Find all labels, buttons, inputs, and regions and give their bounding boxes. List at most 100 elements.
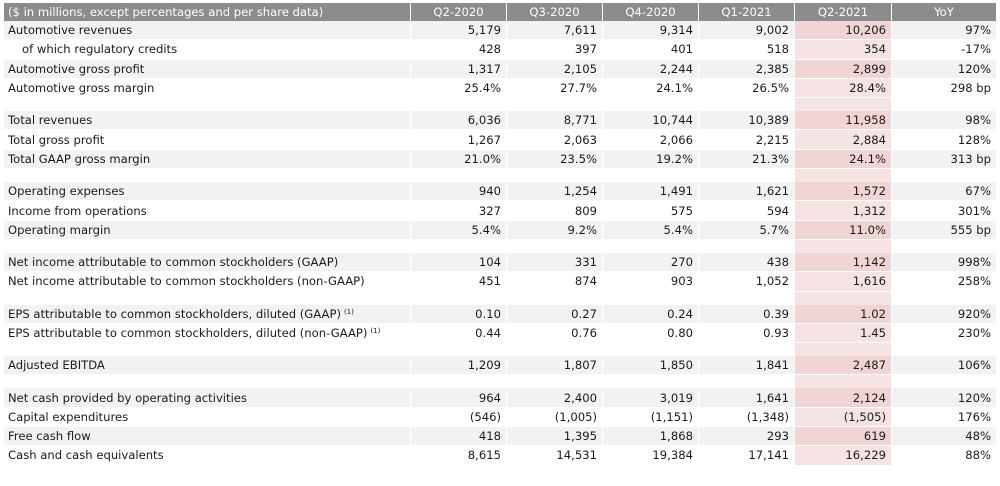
value-cell-q2-2020: 6,036 bbox=[411, 111, 507, 131]
column-header-description: ($ in millions, except percentages and p… bbox=[4, 3, 411, 21]
row-label-cell: Automotive revenues bbox=[4, 21, 411, 41]
spacer-cell bbox=[4, 98, 411, 112]
value-cell-yoy: 998% bbox=[892, 252, 996, 273]
value-cell-yoy: 176% bbox=[892, 407, 996, 428]
row-label-cell: Net income attributable to common stockh… bbox=[4, 252, 411, 273]
value-cell-q2-2020: 104 bbox=[411, 252, 507, 273]
row-label-cell: Adjusted EBITDA bbox=[4, 356, 411, 376]
value-cell-q1-2021: 26.5% bbox=[699, 78, 795, 99]
value-cell-q3-2020: 331 bbox=[507, 252, 603, 273]
column-header-yoy: YoY bbox=[892, 3, 996, 21]
row-label-cell: Free cash flow bbox=[4, 427, 411, 447]
value-cell-q3-2020: 23.5% bbox=[507, 149, 603, 170]
row-label: EPS attributable to common stockholders,… bbox=[8, 326, 368, 340]
row-label-cell: Automotive gross profit bbox=[4, 59, 411, 79]
value-cell-q2-2021: 10,206 bbox=[795, 21, 892, 41]
value-cell-q2-2021: 1,572 bbox=[795, 182, 892, 202]
value-cell-q4-2020: 5.4% bbox=[603, 220, 699, 240]
value-cell-q2-2020: 1,209 bbox=[411, 356, 507, 376]
row-label-cell: Total GAAP gross margin bbox=[4, 149, 411, 170]
value-cell-q3-2020: 1,807 bbox=[507, 356, 603, 376]
table-row: Net cash provided by operating activitie… bbox=[4, 388, 996, 408]
spacer-cell bbox=[699, 239, 795, 253]
value-cell-q2-2021: 619 bbox=[795, 427, 892, 447]
value-cell-q2-2021: 2,884 bbox=[795, 130, 892, 150]
value-cell-yoy: 106% bbox=[892, 356, 996, 376]
value-cell-q2-2020: 964 bbox=[411, 388, 507, 408]
value-cell-yoy: 258% bbox=[892, 272, 996, 292]
table-row: EPS attributable to common stockholders,… bbox=[4, 323, 996, 344]
section-spacer bbox=[4, 291, 996, 305]
value-cell-q1-2021: 594 bbox=[699, 201, 795, 221]
column-header-q1-2021: Q1-2021 bbox=[699, 3, 795, 21]
table-body: Automotive revenues 5,179 7,611 9,314 9,002 1… bbox=[4, 21, 996, 466]
value-cell-q4-2020: 401 bbox=[603, 40, 699, 60]
spacer-cell bbox=[4, 291, 411, 305]
spacer-cell bbox=[4, 375, 411, 389]
spacer-cell bbox=[892, 375, 996, 389]
value-cell-q1-2021: 1,641 bbox=[699, 388, 795, 408]
spacer-cell bbox=[411, 98, 507, 112]
value-cell-q2-2021: 1.02 bbox=[795, 304, 892, 324]
row-label: Adjusted EBITDA bbox=[8, 358, 105, 373]
value-cell-yoy: 88% bbox=[892, 446, 996, 466]
table-row: EPS attributable to common stockholders,… bbox=[4, 304, 996, 324]
value-cell-q3-2020: 809 bbox=[507, 201, 603, 221]
spacer-cell bbox=[603, 291, 699, 305]
value-cell-q3-2020: 1,254 bbox=[507, 182, 603, 202]
table-row: Adjusted EBITDA 1,209 1,807 1,850 1,841 2,487… bbox=[4, 356, 996, 376]
footnote-marker: (1) bbox=[370, 327, 381, 335]
value-cell-q2-2021: 1.45 bbox=[795, 323, 892, 344]
row-label-cell: EPS attributable to common stockholders,… bbox=[4, 304, 411, 324]
spacer-cell bbox=[892, 98, 996, 112]
spacer-cell bbox=[699, 291, 795, 305]
row-label-cell: Net income attributable to common stockh… bbox=[4, 272, 411, 292]
row-label: Operating expenses bbox=[8, 184, 125, 199]
value-cell-yoy: 313 bp bbox=[892, 149, 996, 170]
value-cell-q1-2021: 17,141 bbox=[699, 446, 795, 466]
value-cell-q4-2020: 1,491 bbox=[603, 182, 699, 202]
row-label: Income from operations bbox=[8, 203, 147, 218]
value-cell-q1-2021: 1,052 bbox=[699, 272, 795, 292]
value-cell-yoy: 48% bbox=[892, 427, 996, 447]
value-cell-yoy: 298 bp bbox=[892, 78, 996, 99]
row-label-cell: Cash and cash equivalents bbox=[4, 446, 411, 466]
value-cell-q4-2020: 1,850 bbox=[603, 356, 699, 376]
row-label: Total revenues bbox=[8, 113, 93, 128]
value-cell-yoy: 120% bbox=[892, 388, 996, 408]
section-spacer bbox=[4, 343, 996, 357]
spacer-cell bbox=[507, 343, 603, 357]
value-cell-yoy: -17% bbox=[892, 40, 996, 60]
column-header-q2-2020: Q2-2020 bbox=[411, 3, 507, 21]
value-cell-yoy: 67% bbox=[892, 182, 996, 202]
spacer-cell bbox=[4, 239, 411, 253]
value-cell-q2-2021: 2,899 bbox=[795, 59, 892, 79]
value-cell-q2-2021: (1,505) bbox=[795, 407, 892, 428]
table-row: Free cash flow 418 1,395 1,868 293 619 48% bbox=[4, 427, 996, 447]
spacer-cell bbox=[4, 343, 411, 357]
spacer-cell bbox=[699, 343, 795, 357]
spacer-cell bbox=[411, 239, 507, 253]
value-cell-q2-2020: 940 bbox=[411, 182, 507, 202]
row-label-cell: Total revenues bbox=[4, 111, 411, 131]
value-cell-q1-2021: 21.3% bbox=[699, 149, 795, 170]
table-row: Capital expenditures (546) (1,005) (1,151)(… bbox=[4, 407, 996, 428]
value-cell-q2-2021: 2,487 bbox=[795, 356, 892, 376]
value-cell-q4-2020: 903 bbox=[603, 272, 699, 292]
table-row: Total revenues 6,036 8,771 10,744 10,389 11,9… bbox=[4, 111, 996, 131]
financial-summary-table: ($ in millions, except percentages and p… bbox=[4, 3, 996, 466]
value-cell-q4-2020: 3,019 bbox=[603, 388, 699, 408]
value-cell-q3-2020: 8,771 bbox=[507, 111, 603, 131]
value-cell-q4-2020: 1,868 bbox=[603, 427, 699, 447]
spacer-cell bbox=[699, 169, 795, 183]
value-cell-yoy: 920% bbox=[892, 304, 996, 324]
value-cell-q4-2020: 19.2% bbox=[603, 149, 699, 170]
value-cell-q2-2021: 11.0% bbox=[795, 220, 892, 240]
value-cell-q3-2020: 2,105 bbox=[507, 59, 603, 79]
spacer-cell bbox=[411, 169, 507, 183]
spacer-cell bbox=[892, 291, 996, 305]
row-label: Net cash provided by operating activitie… bbox=[8, 390, 247, 405]
spacer-cell bbox=[411, 343, 507, 357]
row-label: Net income attributable to common stockh… bbox=[8, 274, 365, 289]
footnote-marker: (1) bbox=[344, 307, 354, 316]
